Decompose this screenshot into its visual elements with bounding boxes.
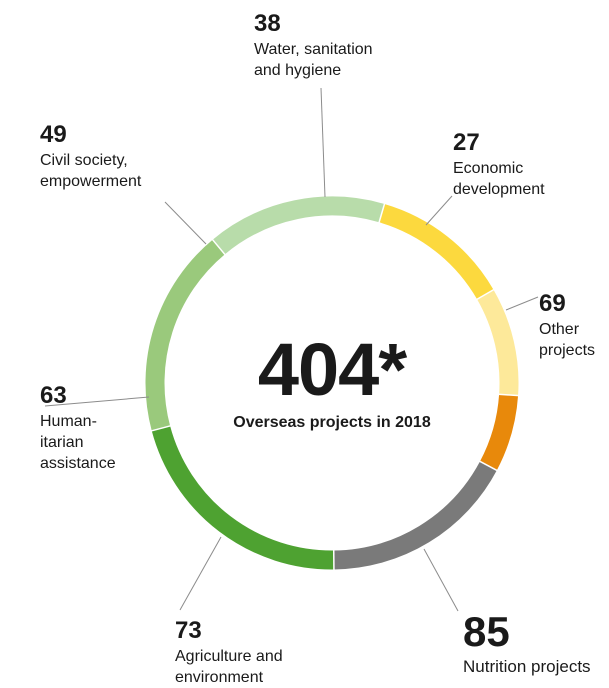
leader-line-other-projects: [506, 297, 538, 310]
label-category: Human- itarian assistance: [40, 411, 132, 474]
slice-nutrition-projects: [161, 428, 334, 560]
slice-civil-society: [382, 213, 486, 294]
label-category: Civil society, empowerment: [40, 150, 190, 192]
label-civil-society: 49 Civil society, empowerment: [40, 120, 190, 192]
leader-line-water-sanitation: [321, 88, 325, 197]
label-nutrition-projects: 85 Nutrition projects: [463, 608, 609, 677]
label-value: 69: [539, 289, 605, 319]
slice-water-sanitation: [485, 295, 509, 395]
label-value: 73: [175, 616, 305, 646]
label-water-sanitation: 38 Water, sanitation and hygiene: [254, 9, 404, 81]
total-value: 404*: [220, 330, 444, 410]
label-category: Other projects: [539, 319, 605, 361]
label-category: Economic development: [453, 158, 563, 200]
total-label: Overseas projects in 2018: [220, 412, 444, 434]
slice-other-projects: [334, 466, 489, 560]
leader-line-economic-development: [426, 196, 452, 225]
label-value: 63: [40, 381, 132, 411]
label-value: 38: [254, 9, 404, 39]
label-other-projects: 69 Other projects: [539, 289, 605, 361]
leader-line-civil-society: [165, 202, 206, 244]
slice-agriculture-environment: [155, 247, 219, 428]
label-value: 27: [453, 128, 563, 158]
slice-economic-development: [488, 395, 508, 466]
total-summary: 404* Overseas projects in 2018: [220, 330, 444, 434]
label-agriculture-environment: 73 Agriculture and environment: [175, 616, 305, 688]
label-category: Nutrition projects: [463, 656, 609, 677]
label-value: 49: [40, 120, 190, 150]
leader-line-agriculture-environment: [180, 537, 221, 610]
label-category: Agriculture and environment: [175, 646, 305, 688]
slice-humanitarian-assistance: [219, 206, 382, 247]
label-category: Water, sanitation and hygiene: [254, 39, 404, 81]
label-value: 85: [463, 608, 609, 656]
label-economic-development: 27 Economic development: [453, 128, 563, 200]
label-humanitarian-assistance: 63 Human- itarian assistance: [40, 381, 132, 474]
leader-line-nutrition-projects: [424, 549, 458, 611]
